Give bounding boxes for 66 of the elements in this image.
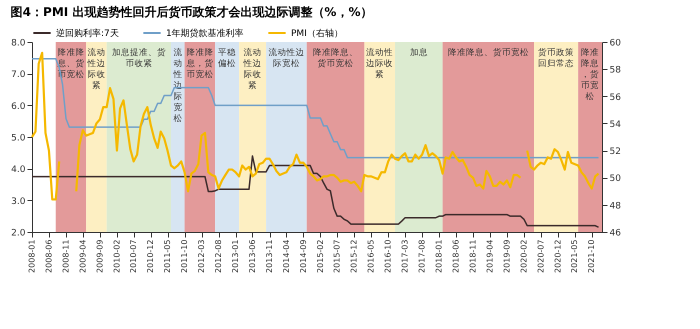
- x-tick-label: 2018-01: [434, 240, 444, 273]
- band-label: 降准降息、货币宽松: [448, 47, 529, 58]
- x-tick-label: 2013-01: [231, 240, 240, 273]
- x-tick-label: 2010-07: [129, 240, 138, 273]
- band-label: 降准降息，货币宽松: [185, 47, 214, 80]
- x-tick-label: 2021-10: [587, 240, 596, 273]
- x-tick-label: 2014-09: [298, 240, 308, 273]
- x-tick-label: 2020-07: [536, 240, 546, 273]
- x-tick-label: 2008-06: [44, 240, 54, 273]
- y2-tick-label: 60: [610, 38, 622, 48]
- band-label: 加息: [410, 47, 428, 58]
- y-tick-label: 7.0: [11, 70, 26, 80]
- y2-tick-label: 52: [610, 147, 621, 158]
- x-tick-label: 2017-03: [400, 240, 410, 273]
- x-tick-label: 2018-06: [451, 240, 460, 273]
- x-tick-label: 2011-10: [180, 240, 190, 273]
- y-tick-label: 4.0: [11, 165, 26, 176]
- y2-tick-label: 50: [610, 174, 622, 184]
- band-label: 降准降息，货币宽松: [581, 47, 600, 102]
- x-tick-label: 2017-08: [418, 240, 427, 273]
- x-tick-label: 2014-04: [282, 240, 291, 273]
- x-tick-label: 2019-09: [502, 240, 512, 273]
- y-tick-label: 6.0: [11, 102, 26, 112]
- legend-label: 逆回购利率:7天: [56, 28, 119, 39]
- x-tick-label: 2016-10: [384, 240, 393, 273]
- y-tick-label: 3.0: [11, 196, 26, 207]
- x-tick-label: 2013-11: [265, 240, 274, 273]
- line-series: [31, 58, 600, 158]
- x-tick-label: 2009-04: [78, 240, 88, 273]
- legend-label: 1年期贷款基准利率: [166, 28, 244, 39]
- x-tick-label: 2012-03: [197, 240, 206, 273]
- x-tick-label: 2015-02: [316, 240, 325, 273]
- band-label: 货币政策回归常态: [538, 47, 574, 69]
- band-label: 平稳偏松: [218, 47, 236, 69]
- x-tick-label: 2020-12: [553, 240, 562, 273]
- y2-tick-label: 46: [610, 228, 622, 238]
- x-tick-label: 2010-12: [146, 240, 156, 273]
- band-label: 流动性边际收紧: [242, 47, 262, 91]
- x-tick-label: 2012-08: [214, 240, 224, 273]
- y-tick-label: 8.0: [11, 38, 26, 48]
- x-tick-label: 2010-02: [112, 240, 122, 273]
- x-tick-label: 2018-11: [468, 240, 478, 273]
- y2-tick-label: 48: [610, 201, 622, 212]
- x-tick-label: 2019-04: [485, 240, 494, 273]
- y2-tick-label: 58: [610, 66, 622, 76]
- chart-title: 图4：PMI 出现趋势性回升后货币政策才会出现边际调整（%，%）: [10, 5, 372, 19]
- band-label: 降准降息、货币宽松: [313, 47, 358, 69]
- x-tick-label: 2021-05: [570, 240, 580, 273]
- x-tick-label: 2015-12: [350, 240, 359, 273]
- legend-label: PMI（右轴）: [291, 28, 343, 39]
- band-label: 流动性边际收紧: [86, 47, 106, 91]
- y2-tick-label: 56: [610, 92, 622, 103]
- x-tick-label: 2015-07: [332, 240, 342, 273]
- y-tick-label: 5.0: [11, 134, 26, 144]
- x-tick-label: 2016-05: [366, 240, 376, 273]
- band-label: 流动性边际收紧: [366, 47, 394, 80]
- y-tick-label: 2.0: [11, 228, 26, 238]
- x-tick-label: 2008-01: [28, 240, 36, 273]
- x-tick-label: 2011-05: [163, 240, 172, 273]
- x-tick-label: 2020-02: [519, 240, 528, 273]
- x-tick-label: 2013-06: [248, 240, 257, 273]
- x-tick-label: 2009-09: [95, 240, 104, 273]
- y2-tick-label: 54: [610, 120, 622, 130]
- band-label: 加息提准、货币收紧: [112, 47, 166, 69]
- x-tick-label: 2008-11: [61, 240, 70, 273]
- band-label: 流动性边际宽松: [268, 47, 304, 69]
